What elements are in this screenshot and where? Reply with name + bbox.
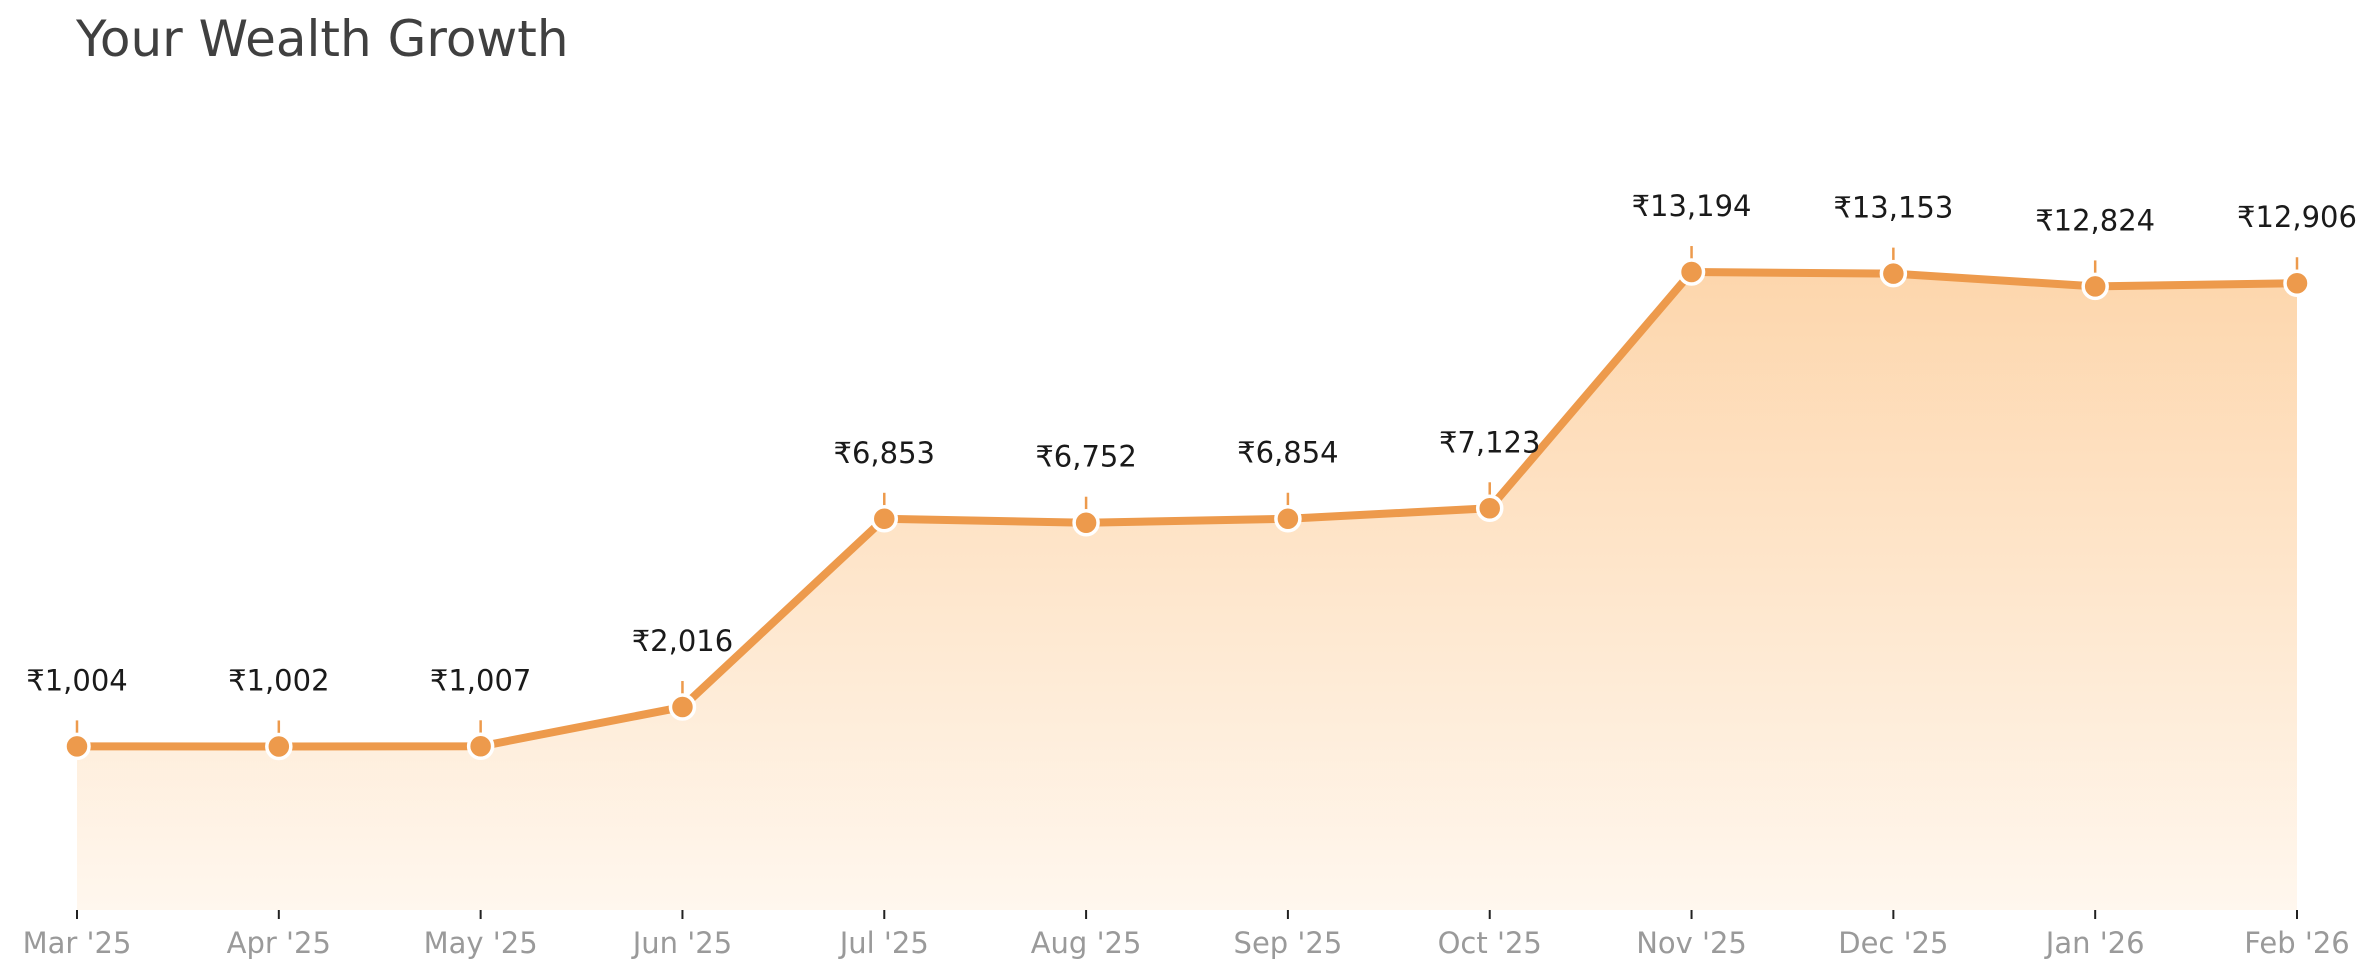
value-label: ₹1,007 bbox=[430, 663, 531, 697]
value-label: ₹2,016 bbox=[632, 624, 733, 658]
value-label: ₹13,194 bbox=[1632, 189, 1752, 223]
chart-title: Your Wealth Growth bbox=[76, 10, 569, 68]
area-fill bbox=[77, 272, 2297, 910]
data-point bbox=[1879, 259, 1908, 288]
data-point bbox=[63, 732, 91, 761]
value-label: ₹6,854 bbox=[1237, 436, 1338, 470]
x-tick-label: Jan '26 bbox=[2044, 926, 2145, 960]
value-label: ₹1,004 bbox=[26, 663, 127, 697]
x-tick-label: Jun '25 bbox=[631, 926, 732, 960]
x-tick-label: Feb '26 bbox=[2244, 926, 2349, 960]
data-point bbox=[2283, 269, 2311, 297]
x-tick-label: May '25 bbox=[424, 926, 538, 960]
x-tick-label: Dec '25 bbox=[1838, 926, 1948, 960]
value-label: ₹1,002 bbox=[228, 663, 329, 697]
data-point bbox=[668, 693, 697, 721]
data-point bbox=[1274, 504, 1302, 533]
x-tick-label: Jul '25 bbox=[838, 926, 929, 960]
data-point bbox=[1072, 508, 1100, 537]
value-label: ₹6,752 bbox=[1035, 440, 1136, 474]
data-point bbox=[265, 732, 293, 761]
x-tick-label: Mar '25 bbox=[23, 926, 132, 960]
series-line bbox=[73, 268, 2301, 751]
data-point bbox=[1677, 258, 1706, 286]
x-tick-label: Nov '25 bbox=[1636, 926, 1747, 960]
data-point bbox=[466, 732, 495, 761]
value-label: ₹13,153 bbox=[1833, 191, 1953, 225]
value-label: ₹7,123 bbox=[1439, 425, 1540, 459]
x-tick-label: Apr '25 bbox=[227, 926, 331, 960]
data-point bbox=[2081, 272, 2109, 301]
data-point bbox=[1475, 494, 1504, 523]
value-label: ₹12,906 bbox=[2237, 200, 2357, 234]
value-label: ₹12,824 bbox=[2035, 203, 2155, 237]
value-label: ₹6,853 bbox=[834, 436, 935, 470]
x-tick-label: Sep '25 bbox=[1234, 926, 1343, 960]
x-tick-label: Oct '25 bbox=[1438, 926, 1542, 960]
data-point bbox=[870, 505, 899, 533]
x-tick-label: Aug '25 bbox=[1031, 926, 1142, 960]
